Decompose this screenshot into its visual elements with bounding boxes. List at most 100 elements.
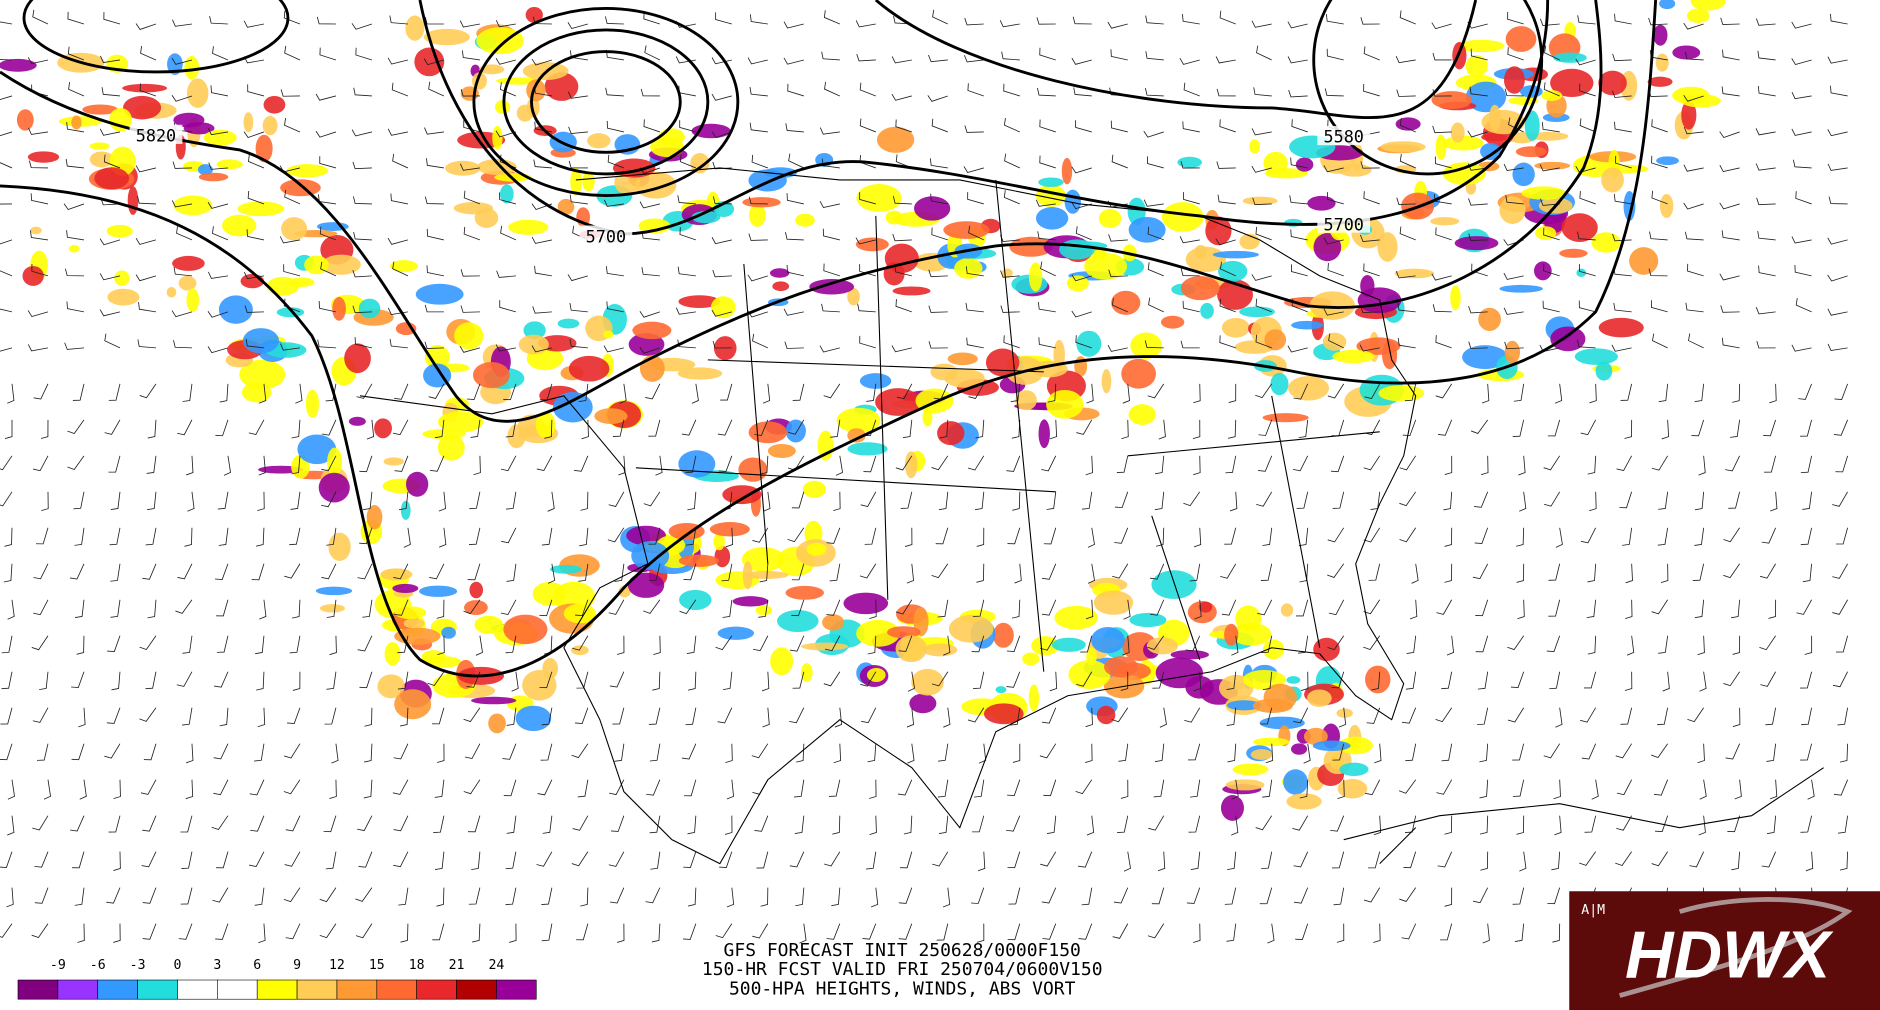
wind-barb	[861, 707, 877, 724]
wind-barb	[906, 707, 915, 728]
wind-barb	[30, 193, 49, 205]
wind-barb	[243, 131, 265, 139]
wind-barb	[146, 455, 157, 474]
vorticity-blob	[1198, 601, 1213, 613]
vorticity-blob	[184, 55, 200, 80]
wind-barb	[247, 190, 265, 205]
vorticity-blob	[587, 133, 611, 149]
wind-barb	[177, 419, 193, 436]
wind-barb	[248, 419, 265, 436]
wind-barb	[1660, 563, 1669, 583]
wind-barb	[1193, 455, 1201, 476]
wind-barb	[1437, 851, 1453, 868]
vorticity-blob	[1529, 131, 1569, 141]
wind-barb	[857, 303, 876, 313]
wind-barb	[1261, 851, 1273, 870]
vorticity-blob	[304, 255, 329, 275]
wind-barb	[319, 923, 337, 939]
vorticity-blob	[1264, 329, 1287, 351]
wind-barb	[542, 815, 553, 834]
vorticity-blob	[518, 334, 549, 355]
wind-barb	[1579, 851, 1597, 866]
vorticity-blob	[743, 570, 789, 579]
wind-barb	[749, 86, 768, 97]
vorticity-blob	[1515, 146, 1547, 158]
wind-barb	[43, 779, 51, 800]
contour	[530, 50, 682, 154]
vorticity-blob	[123, 95, 162, 120]
wind-barb	[1768, 599, 1777, 619]
wind-barb	[357, 563, 373, 580]
vorticity-blob	[319, 604, 345, 613]
wind-barb	[965, 302, 984, 313]
vorticity-blob	[394, 689, 432, 720]
vorticity-blob	[1221, 317, 1250, 338]
wind-barb	[1756, 340, 1776, 349]
wind-barb	[855, 20, 876, 28]
wind-barb	[1014, 563, 1022, 584]
contour	[0, 0, 1658, 678]
vorticity-blob	[405, 471, 429, 497]
wind-barb	[251, 563, 265, 581]
wind-barb	[835, 455, 844, 476]
wind-barb	[1694, 491, 1705, 511]
wind-barb	[1651, 743, 1668, 758]
vorticity-blob	[1128, 404, 1156, 425]
wind-barb	[1543, 82, 1560, 97]
wind-barb	[1186, 887, 1201, 904]
wind-barb	[28, 160, 48, 169]
colorbar-label: 15	[369, 958, 385, 973]
wind-barb	[243, 20, 265, 28]
wind-barb	[1728, 491, 1741, 509]
wind-barb	[463, 599, 481, 615]
colorbar-label: 12	[329, 958, 345, 973]
wind-barb	[712, 269, 732, 278]
wind-barb	[463, 226, 481, 241]
wind-barb	[675, 307, 696, 315]
wind-barb	[1791, 91, 1812, 100]
wind-barb	[791, 563, 805, 581]
contour	[874, 0, 1478, 119]
colorbar-label: 18	[409, 958, 425, 973]
vorticity-blob	[374, 418, 392, 439]
wind-barb	[1366, 707, 1381, 724]
contour-label-bg	[1317, 125, 1371, 146]
wind-barb	[1658, 383, 1669, 403]
wind-barb	[505, 491, 517, 510]
wind-barb	[1120, 779, 1129, 799]
vorticity-blob	[947, 352, 978, 366]
vorticity-blob	[389, 260, 418, 273]
wind-barb	[967, 83, 984, 97]
colorbar-label: -9	[50, 958, 66, 973]
wind-barb	[895, 299, 912, 313]
wind-barb	[1110, 49, 1128, 61]
vorticity-blob	[423, 28, 470, 46]
wind-barb	[648, 527, 661, 545]
wind-barb	[1086, 815, 1095, 836]
wind-barb	[363, 779, 373, 799]
wind-barb	[1258, 419, 1273, 436]
wind-barb	[569, 194, 588, 205]
wind-barb	[688, 671, 697, 691]
wind-barb	[751, 743, 769, 759]
wind-barb	[722, 599, 733, 618]
wind-barb	[1755, 128, 1776, 136]
wind-barb	[536, 851, 553, 867]
vorticity-blob	[1059, 239, 1095, 260]
wind-barb	[1293, 383, 1309, 400]
vorticity-blob	[1009, 236, 1053, 257]
wind-barb	[579, 527, 589, 547]
wind-barb	[898, 635, 913, 652]
wind-barb	[1257, 599, 1273, 616]
wind-barb	[69, 563, 85, 580]
wind-barb	[1042, 923, 1057, 940]
wind-barb	[1687, 707, 1704, 723]
wind-barb	[1683, 164, 1704, 172]
wind-barb	[1405, 743, 1417, 762]
wind-barb	[210, 85, 229, 97]
vorticity-blob	[995, 686, 1007, 694]
wind-barb	[1144, 340, 1164, 349]
vorticity-blob	[500, 184, 514, 204]
vorticity-blob	[937, 421, 965, 446]
vorticity-blob	[886, 626, 921, 639]
